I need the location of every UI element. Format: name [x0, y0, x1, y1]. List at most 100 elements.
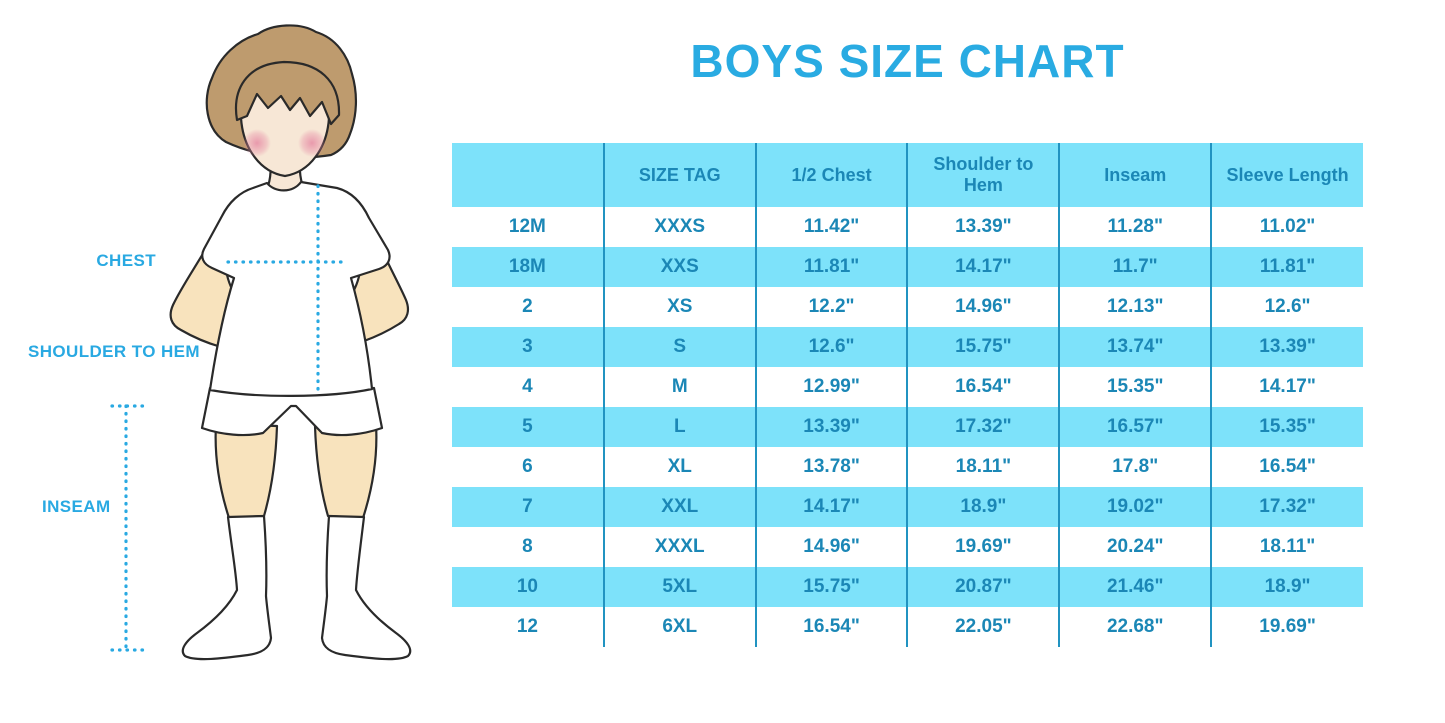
table-row: 7 XXL 14.17" 18.9" 19.02" 17.32" [452, 487, 1363, 527]
size-cell: 8 [452, 527, 604, 567]
measurement-cell: 11.7" [1058, 247, 1212, 287]
size-cell: 4 [452, 367, 604, 407]
column-header: Sleeve Length [1210, 143, 1363, 207]
table-row: 8 XXXL 14.96" 19.69" 20.24" 18.11" [452, 527, 1363, 567]
measurement-cell: 12.6" [754, 327, 908, 367]
size-cell: 6 [452, 447, 604, 487]
size-tag-cell: 5XL [602, 567, 756, 607]
measurement-cell: 16.54" [754, 607, 908, 647]
table-row: 12M XXXS 11.42" 13.39" 11.28" 11.02" [452, 207, 1363, 247]
measurement-cell: 13.39" [1210, 327, 1363, 367]
size-tag-cell: S [602, 327, 756, 367]
size-table: SIZE TAG 1/2 Chest Shoulder to Hem Inseam Sl… [452, 143, 1363, 647]
measurement-cell: 16.57" [1058, 407, 1212, 447]
page-title: BOYS SIZE CHART [690, 35, 1125, 87]
table-row: 6 XL 13.78" 18.11" 17.8" 16.54" [452, 447, 1363, 487]
table-row: 10 5XL 15.75" 20.87" 21.46" 18.9" [452, 567, 1363, 607]
size-table-header: SIZE TAG 1/2 Chest Shoulder to Hem Inseam Sl… [452, 143, 1363, 207]
size-cell: 10 [452, 567, 604, 607]
size-cell: 3 [452, 327, 604, 367]
measurement-cell: 13.74" [1058, 327, 1212, 367]
size-tag-cell: XXL [602, 487, 756, 527]
head [205, 24, 357, 178]
measurement-cell: 15.75" [754, 567, 908, 607]
measurement-cell: 14.17" [754, 487, 908, 527]
measurement-cell: 11.28" [1058, 207, 1212, 247]
column-header: Inseam [1058, 143, 1212, 207]
t-shirt [201, 180, 391, 397]
size-tag-cell: L [602, 407, 756, 447]
size-tag-cell: XXS [602, 247, 756, 287]
boy-illustration [110, 24, 412, 661]
size-tag-cell: XS [602, 287, 756, 327]
size-tag-cell: XXXS [602, 207, 756, 247]
table-row: 3 S 12.6" 15.75" 13.74" 13.39" [452, 327, 1363, 367]
size-cell: 12M [452, 207, 604, 247]
measurement-cell: 15.35" [1058, 367, 1212, 407]
table-row: 5 L 13.39" 17.32" 16.57" 15.35" [452, 407, 1363, 447]
measurement-cell: 19.02" [1058, 487, 1212, 527]
measurement-cell: 12.13" [1058, 287, 1212, 327]
measurement-cell: 13.39" [906, 207, 1060, 247]
socks [181, 514, 412, 661]
measurement-cell: 22.68" [1058, 607, 1212, 647]
size-cell: 2 [452, 287, 604, 327]
size-tag-cell: XXXL [602, 527, 756, 567]
measurement-cell: 19.69" [906, 527, 1060, 567]
measurement-cell: 15.75" [906, 327, 1060, 367]
measurement-cell: 12.2" [754, 287, 908, 327]
measurement-cell: 21.46" [1058, 567, 1212, 607]
legs [214, 422, 378, 520]
measurement-cell: 11.42" [754, 207, 908, 247]
header-row: SIZE TAG 1/2 Chest Shoulder to Hem Inseam Sl… [452, 143, 1363, 207]
size-cell: 7 [452, 487, 604, 527]
size-cell: 12 [452, 607, 604, 647]
measurement-cell: 16.54" [906, 367, 1060, 407]
measurement-cell: 11.81" [754, 247, 908, 287]
size-cell: 18M [452, 247, 604, 287]
right-sock [320, 514, 412, 661]
right-cheek [298, 129, 326, 157]
measurement-cell: 20.24" [1058, 527, 1212, 567]
column-header: SIZE TAG [602, 143, 756, 207]
measurement-cell: 17.32" [1210, 487, 1363, 527]
measurement-cell: 14.96" [754, 527, 908, 567]
measurement-cell: 22.05" [906, 607, 1060, 647]
chest-label: CHEST [96, 251, 156, 270]
column-header: Shoulder to Hem [906, 143, 1060, 207]
table-row: 12 6XL 16.54" 22.05" 22.68" 19.69" [452, 607, 1363, 647]
measurement-cell: 11.02" [1210, 207, 1363, 247]
measurement-cell: 16.54" [1210, 447, 1363, 487]
measurement-cell: 15.35" [1210, 407, 1363, 447]
size-tag-cell: M [602, 367, 756, 407]
measurement-cell: 17.32" [906, 407, 1060, 447]
corner-header-cell [452, 143, 604, 207]
size-tag-cell: XL [602, 447, 756, 487]
measurement-cell: 18.9" [1210, 567, 1363, 607]
measurement-cell: 18.9" [906, 487, 1060, 527]
measurement-cell: 19.69" [1210, 607, 1363, 647]
left-sock [181, 514, 273, 661]
shoulder-to-hem-label: SHOULDER TO HEM [28, 342, 200, 361]
measurement-cell: 13.39" [754, 407, 908, 447]
table-row: 18M XXS 11.81" 14.17" 11.7" 11.81" [452, 247, 1363, 287]
size-table-body: 12M XXXS 11.42" 13.39" 11.28" 11.02" 18M XXS 11.… [452, 207, 1363, 647]
inseam-label: INSEAM [42, 497, 111, 516]
left-cheek [243, 129, 271, 157]
column-header: 1/2 Chest [754, 143, 908, 207]
hair-fringe [234, 60, 341, 126]
table-row: 4 M 12.99" 16.54" 15.35" 14.17" [452, 367, 1363, 407]
measurement-cell: 12.99" [754, 367, 908, 407]
measurement-cell: 14.17" [906, 247, 1060, 287]
size-tag-cell: 6XL [602, 607, 756, 647]
measurement-cell: 14.17" [1210, 367, 1363, 407]
measurement-cell: 18.11" [906, 447, 1060, 487]
measurement-cell: 11.81" [1210, 247, 1363, 287]
measurement-cell: 18.11" [1210, 527, 1363, 567]
size-cell: 5 [452, 407, 604, 447]
measurement-cell: 14.96" [906, 287, 1060, 327]
measurement-cell: 13.78" [754, 447, 908, 487]
measurement-cell: 17.8" [1058, 447, 1212, 487]
measurement-cell: 20.87" [906, 567, 1060, 607]
